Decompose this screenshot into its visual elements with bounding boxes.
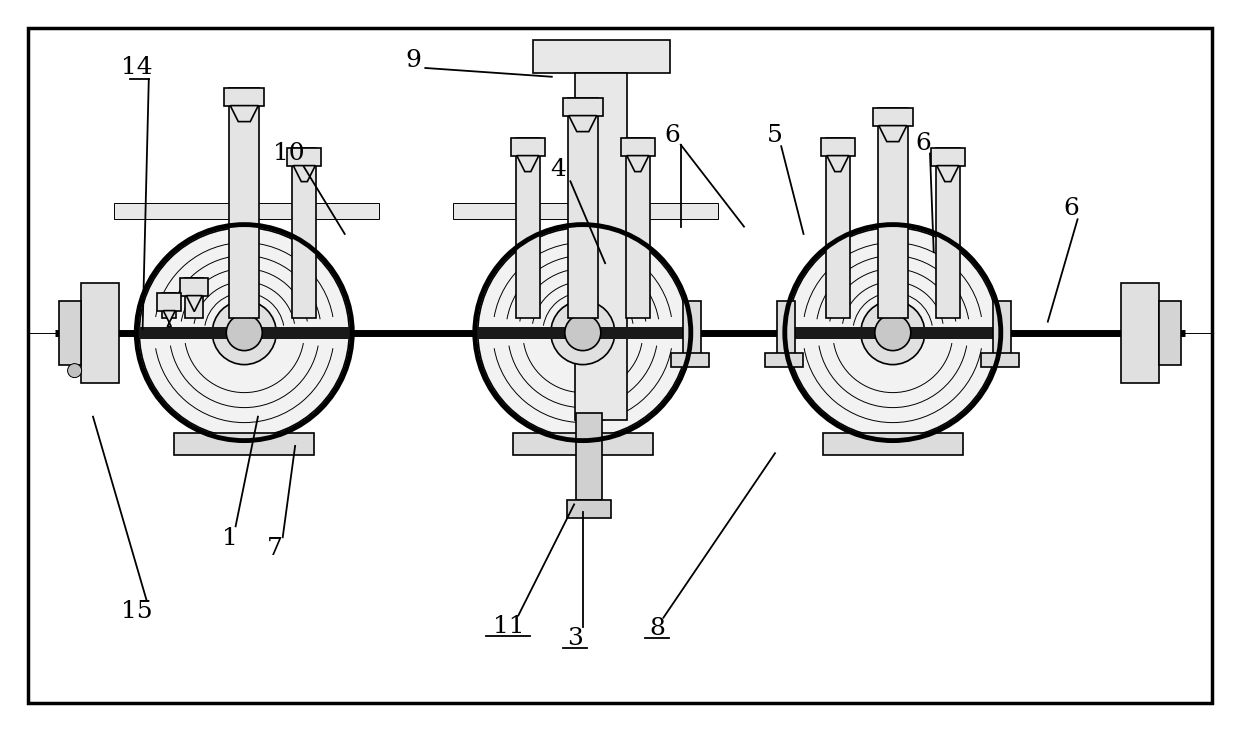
- Bar: [58, 300, 81, 365]
- Bar: [114, 202, 379, 219]
- Bar: [516, 137, 539, 317]
- Text: 11: 11: [492, 615, 525, 638]
- Circle shape: [874, 314, 911, 351]
- Bar: [782, 327, 1003, 338]
- Polygon shape: [186, 295, 202, 311]
- Bar: [826, 137, 849, 317]
- Text: 14: 14: [120, 56, 153, 80]
- Bar: [931, 148, 965, 166]
- Bar: [157, 292, 181, 311]
- Circle shape: [477, 227, 688, 438]
- Bar: [513, 433, 652, 455]
- Bar: [567, 500, 611, 518]
- Bar: [293, 148, 316, 317]
- Polygon shape: [936, 166, 959, 181]
- Bar: [936, 148, 960, 317]
- Bar: [981, 352, 1019, 367]
- Polygon shape: [827, 156, 849, 172]
- Bar: [776, 300, 795, 365]
- Text: 5: 5: [768, 124, 782, 148]
- Circle shape: [787, 227, 998, 438]
- Bar: [175, 433, 314, 455]
- Text: 9: 9: [405, 49, 420, 72]
- Bar: [180, 278, 208, 295]
- Bar: [823, 433, 962, 455]
- Text: 10: 10: [273, 142, 305, 165]
- Circle shape: [226, 314, 263, 351]
- Bar: [224, 88, 264, 105]
- Polygon shape: [231, 105, 258, 121]
- Text: 6: 6: [916, 132, 931, 155]
- Polygon shape: [517, 156, 539, 172]
- Bar: [229, 88, 259, 317]
- Polygon shape: [879, 126, 906, 142]
- Bar: [577, 412, 601, 500]
- Bar: [621, 137, 655, 156]
- Text: 15: 15: [120, 599, 153, 623]
- Polygon shape: [626, 156, 649, 172]
- Circle shape: [139, 227, 350, 438]
- Bar: [472, 327, 693, 338]
- Circle shape: [68, 363, 82, 378]
- Bar: [185, 278, 203, 317]
- Bar: [1159, 300, 1182, 365]
- Polygon shape: [294, 166, 315, 181]
- Polygon shape: [164, 311, 175, 327]
- Bar: [81, 283, 119, 382]
- Text: 1: 1: [222, 526, 237, 550]
- Text: 6: 6: [1064, 197, 1079, 220]
- Bar: [626, 137, 650, 317]
- Circle shape: [551, 300, 615, 365]
- Bar: [288, 148, 321, 166]
- Bar: [533, 40, 670, 73]
- Bar: [568, 98, 598, 317]
- Circle shape: [564, 314, 601, 351]
- Bar: [575, 73, 627, 420]
- Circle shape: [212, 300, 277, 365]
- Bar: [821, 137, 854, 156]
- Polygon shape: [569, 115, 596, 132]
- Bar: [671, 352, 709, 367]
- Bar: [563, 98, 603, 115]
- Circle shape: [861, 300, 925, 365]
- Bar: [878, 107, 908, 317]
- Bar: [873, 107, 913, 126]
- Bar: [162, 292, 176, 317]
- Text: 3: 3: [568, 626, 583, 650]
- Bar: [453, 202, 718, 219]
- Text: 6: 6: [665, 124, 680, 147]
- Bar: [683, 300, 701, 365]
- Bar: [993, 300, 1011, 365]
- Bar: [134, 327, 355, 338]
- Text: 4: 4: [551, 158, 565, 181]
- Bar: [765, 352, 802, 367]
- Bar: [1121, 283, 1159, 382]
- Text: 8: 8: [650, 617, 665, 640]
- Text: 7: 7: [268, 537, 283, 560]
- Bar: [511, 137, 544, 156]
